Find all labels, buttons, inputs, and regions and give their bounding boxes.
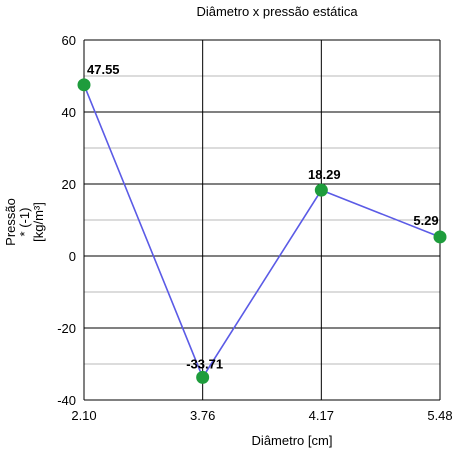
- data-point: [196, 370, 210, 384]
- series-line-group: [77, 78, 447, 384]
- data-label: 5.29: [413, 213, 438, 228]
- data-point: [433, 230, 447, 244]
- y-tick-label: 60: [62, 33, 76, 48]
- y-axis-label-line-2: * (-1): [17, 208, 32, 237]
- y-tick-label: -20: [57, 321, 76, 336]
- x-axis-label: Diâmetro [cm]: [252, 433, 333, 448]
- y-tick-label: 40: [62, 105, 76, 120]
- data-label: 18.29: [308, 167, 341, 182]
- data-label: -33.71: [186, 356, 223, 371]
- data-labels: 47.55 -33.71 18.29 5.29: [87, 62, 439, 372]
- y-tick-label: 0: [69, 249, 76, 264]
- x-tick-label: 3.76: [190, 408, 215, 423]
- data-point: [314, 183, 328, 197]
- grid: [83, 39, 441, 401]
- y-axis-label: Pressão * (-1) [kg/m³]: [3, 198, 46, 246]
- x-tick-label: 4.17: [309, 408, 334, 423]
- tick-labels: 60 40 20 0 -20 -402.10 3.76 4.17 5.48: [57, 33, 452, 423]
- series-line: [83, 84, 441, 380]
- data-point: [77, 78, 91, 92]
- y-axis-label-line-3: [kg/m³]: [31, 202, 46, 242]
- x-tick-label: 2.10: [71, 408, 96, 423]
- chart-title: Diâmetro x pressão estática: [196, 4, 358, 19]
- y-tick-label: -40: [57, 393, 76, 408]
- data-label: 47.55: [87, 62, 120, 77]
- y-axis-label-line-1: Pressão: [3, 198, 18, 246]
- y-tick-label: 20: [62, 177, 76, 192]
- x-tick-label: 5.48: [427, 408, 452, 423]
